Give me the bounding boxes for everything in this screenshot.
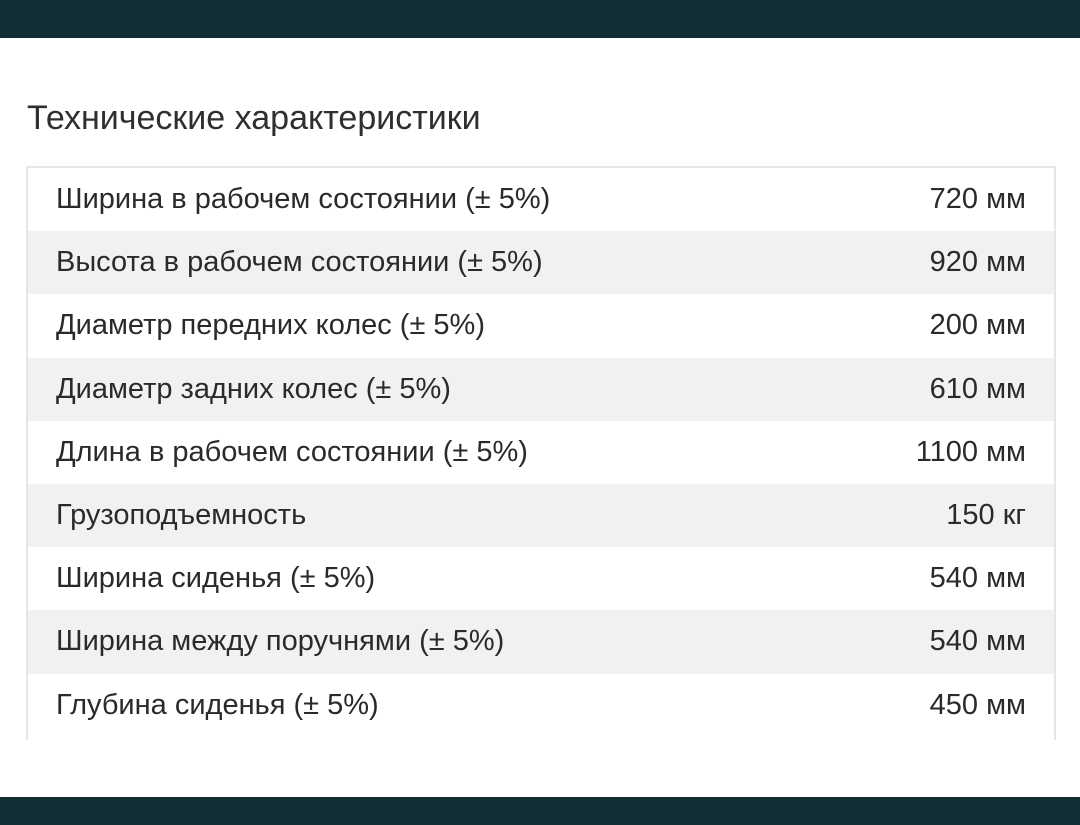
spec-label: Ширина между поручнями (± 5%) <box>56 625 505 658</box>
spec-value: 200 мм <box>929 309 1026 342</box>
spec-value: 540 мм <box>929 625 1026 658</box>
table-row: Высота в рабочем состоянии (± 5%) 920 мм <box>28 231 1054 295</box>
table-row: Ширина в рабочем состоянии (± 5%) 720 мм <box>28 168 1054 232</box>
table-row: Диаметр передних колес (± 5%) 200 мм <box>28 294 1054 358</box>
spec-label: Высота в рабочем состоянии (± 5%) <box>56 246 543 279</box>
spec-value: 1100 мм <box>915 435 1026 468</box>
section-title: Технические характеристики <box>27 99 481 137</box>
table-row: Глубина сиденья (± 5%) 450 мм <box>28 673 1054 737</box>
spec-value: 150 кг <box>946 499 1026 532</box>
spec-value: 610 мм <box>929 372 1026 405</box>
spec-label: Ширина в рабочем состоянии (± 5%) <box>56 183 551 216</box>
table-row: Длина в рабочем состоянии (± 5%) 1100 мм <box>28 420 1054 484</box>
spec-value: 450 мм <box>929 688 1026 721</box>
table-row: Грузоподъемность 150 кг <box>28 483 1054 548</box>
specifications-table: Ширина в рабочем состоянии (± 5%) 720 мм… <box>26 166 1056 740</box>
spec-label: Диаметр задних колес (± 5%) <box>56 372 451 405</box>
spec-value: 720 мм <box>929 183 1026 216</box>
top-header-bar <box>0 0 1080 38</box>
spec-label: Грузоподъемность <box>56 499 307 532</box>
spec-value: 920 мм <box>929 246 1026 279</box>
table-row: Диаметр задних колес (± 5%) 610 мм <box>28 357 1054 421</box>
bottom-footer-bar <box>0 797 1080 825</box>
table-row: Ширина между поручнями (± 5%) 540 мм <box>28 610 1054 674</box>
table-row: Ширина сиденья (± 5%) 540 мм <box>28 547 1054 611</box>
spec-label: Глубина сиденья (± 5%) <box>56 688 379 721</box>
spec-label: Диаметр передних колес (± 5%) <box>56 309 485 342</box>
spec-label: Ширина сиденья (± 5%) <box>56 562 376 595</box>
spec-value: 540 мм <box>929 562 1026 595</box>
spec-label: Длина в рабочем состоянии (± 5%) <box>56 435 528 468</box>
